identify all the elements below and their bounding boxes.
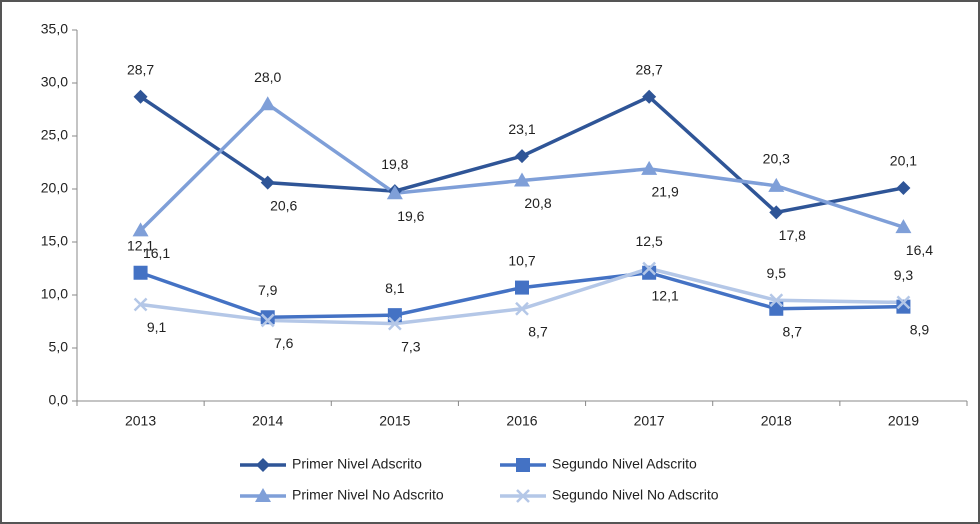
data-label: 20,8 xyxy=(524,195,551,211)
x-tick-label: 2016 xyxy=(506,413,537,429)
data-label: 23,1 xyxy=(508,121,535,137)
y-tick-label: 30,0 xyxy=(41,74,68,90)
legend-marker xyxy=(516,489,530,503)
data-label: 12,1 xyxy=(127,237,154,253)
legend-label: Primer Nivel Adscrito xyxy=(292,456,422,472)
legend-label: Primer Nivel No Adscrito xyxy=(292,487,444,503)
data-point xyxy=(896,180,911,195)
data-label: 19,6 xyxy=(397,208,424,224)
data-point xyxy=(515,280,529,295)
legend-marker xyxy=(255,488,271,502)
data-point xyxy=(133,89,148,104)
x-tick-label: 2014 xyxy=(252,413,283,429)
data-label: 8,7 xyxy=(783,323,803,339)
data-label: 10,7 xyxy=(508,252,535,268)
y-tick-label: 25,0 xyxy=(41,127,68,143)
data-label: 16,1 xyxy=(143,245,170,261)
data-point xyxy=(259,96,276,111)
y-tick-label: 0,0 xyxy=(49,392,69,408)
data-point xyxy=(642,89,657,104)
data-point xyxy=(896,299,911,314)
data-label: 21,9 xyxy=(652,184,679,200)
data-label: 20,6 xyxy=(270,197,297,213)
legend-label: Segundo Nivel Adscrito xyxy=(552,456,697,472)
data-label: 28,7 xyxy=(127,61,154,77)
x-tick-label: 2017 xyxy=(634,413,665,429)
data-label: 7,6 xyxy=(274,335,294,351)
data-label: 7,3 xyxy=(401,338,421,354)
data-label: 8,7 xyxy=(528,323,548,339)
data-point xyxy=(515,301,529,316)
legend-marker xyxy=(256,458,270,472)
data-label: 8,9 xyxy=(910,321,930,337)
data-point xyxy=(133,297,148,312)
data-label: 9,1 xyxy=(147,319,167,335)
data-point xyxy=(769,205,784,220)
data-label: 28,7 xyxy=(636,61,663,77)
data-point xyxy=(260,313,275,328)
data-point xyxy=(260,175,275,190)
data-point xyxy=(895,219,912,234)
data-label: 8,1 xyxy=(385,280,405,296)
data-point xyxy=(515,149,529,164)
data-point xyxy=(768,177,785,192)
data-point xyxy=(132,222,149,237)
data-label: 19,8 xyxy=(381,156,408,172)
data-label: 9,3 xyxy=(894,267,914,283)
data-point xyxy=(642,265,657,280)
data-label: 12,1 xyxy=(652,287,679,303)
y-tick-label: 20,0 xyxy=(41,180,68,196)
data-point xyxy=(896,295,911,310)
data-label: 28,0 xyxy=(254,69,281,85)
data-point xyxy=(514,172,530,187)
legend-label: Segundo Nivel No Adscrito xyxy=(552,487,719,503)
data-point xyxy=(386,185,403,200)
data-label: 7,9 xyxy=(258,282,278,298)
x-tick-label: 2013 xyxy=(125,413,156,429)
data-point xyxy=(769,293,784,308)
y-tick-label: 5,0 xyxy=(49,339,69,355)
data-label: 20,1 xyxy=(890,153,917,169)
data-point xyxy=(260,310,275,325)
data-label: 16,4 xyxy=(906,242,933,258)
data-label: 9,5 xyxy=(767,265,787,281)
data-label: 17,8 xyxy=(779,227,806,243)
data-point xyxy=(133,265,148,280)
y-tick-label: 15,0 xyxy=(41,233,68,249)
data-point xyxy=(641,160,658,175)
legend-marker xyxy=(516,458,530,472)
y-tick-label: 10,0 xyxy=(41,286,68,302)
data-point xyxy=(642,261,657,276)
y-tick-label: 35,0 xyxy=(41,21,68,37)
x-tick-label: 2018 xyxy=(761,413,792,429)
data-label: 20,3 xyxy=(763,151,790,167)
data-point xyxy=(387,316,402,331)
data-label: 12,5 xyxy=(636,233,663,249)
x-tick-label: 2019 xyxy=(888,413,919,429)
x-tick-label: 2015 xyxy=(379,413,410,429)
